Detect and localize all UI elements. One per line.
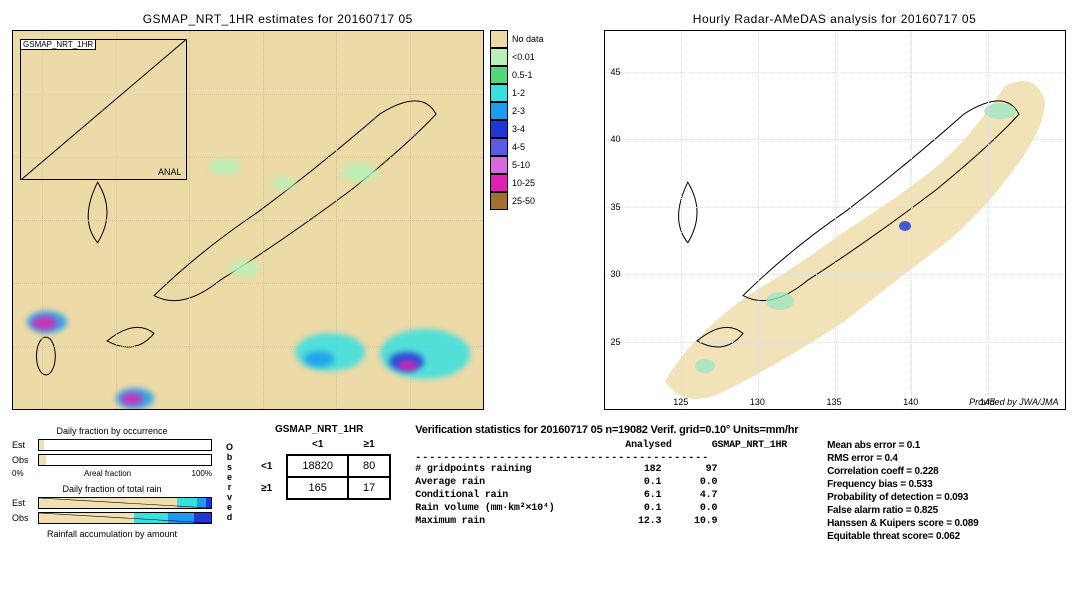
right-map-title: Hourly Radar-AMeDAS analysis for 2016071… [693, 12, 976, 26]
total-rain-title: Daily fraction of total rain [12, 484, 212, 494]
score-metrics: Mean abs error = 0.1RMS error = 0.4Corre… [827, 440, 978, 542]
contingency-table: <1 ≥1 <1 18820 80 ≥1 165 17 [247, 435, 391, 500]
verification-stats: Verification statistics for 20160717 05 … [415, 424, 978, 542]
bottom-row: Daily fraction by occurrence Est Obs 0% … [12, 424, 1068, 542]
left-map-panel: GSMAP_NRT_1HR estimates for 20160717 05 … [12, 12, 544, 410]
ct-cell-00: 18820 [287, 455, 348, 477]
total-obs-bar [38, 512, 212, 524]
contingency-title: GSMAP_NRT_1HR [247, 424, 391, 435]
axis-right: 100% [192, 469, 212, 478]
contingency-block: GSMAP_NRT_1HR <1 ≥1 <1 18820 80 ≥1 165 1… [247, 424, 391, 542]
occurrence-est-bar [38, 439, 212, 451]
left-map-title: GSMAP_NRT_1HR estimates for 20160717 05 [143, 12, 413, 26]
provided-by: Provided by JWA/JMA [969, 397, 1058, 407]
fraction-charts: Daily fraction by occurrence Est Obs 0% … [12, 424, 212, 542]
right-map-canvas: 1251301351401452530354045Provided by JWA… [604, 30, 1066, 410]
color-legend: No data<0.010.5-11-22-33-44-55-1010-2525… [490, 30, 544, 410]
right-map-panel: Hourly Radar-AMeDAS analysis for 2016071… [604, 12, 1066, 410]
total-est-bar [38, 497, 212, 509]
occurrence-obs-bar [38, 454, 212, 466]
separator: ----------------------------------------… [415, 453, 787, 464]
axis-left: 0% [12, 469, 24, 478]
ct-cell-10: 165 [287, 477, 348, 499]
observed-vertical-label: Observed [222, 424, 237, 542]
verif-header: Verification statistics for 20160717 05 … [415, 424, 978, 436]
obs-label: Obs [12, 455, 34, 465]
scatter-inset: GSMAP_NRT_1HRANAL [20, 39, 187, 181]
left-map-canvas: GSMAP_NRT_1HRANAL [12, 30, 484, 410]
accum-title: Rainfall accumulation by amount [12, 529, 212, 539]
ct-cell-01: 80 [348, 455, 390, 477]
top-row: GSMAP_NRT_1HR estimates for 20160717 05 … [12, 12, 1068, 410]
occurrence-title: Daily fraction by occurrence [12, 426, 212, 436]
axis-mid: Areal fraction [84, 469, 131, 478]
ct-cell-11: 17 [348, 477, 390, 499]
est-label: Est [12, 440, 34, 450]
right-coastlines [605, 31, 1065, 409]
